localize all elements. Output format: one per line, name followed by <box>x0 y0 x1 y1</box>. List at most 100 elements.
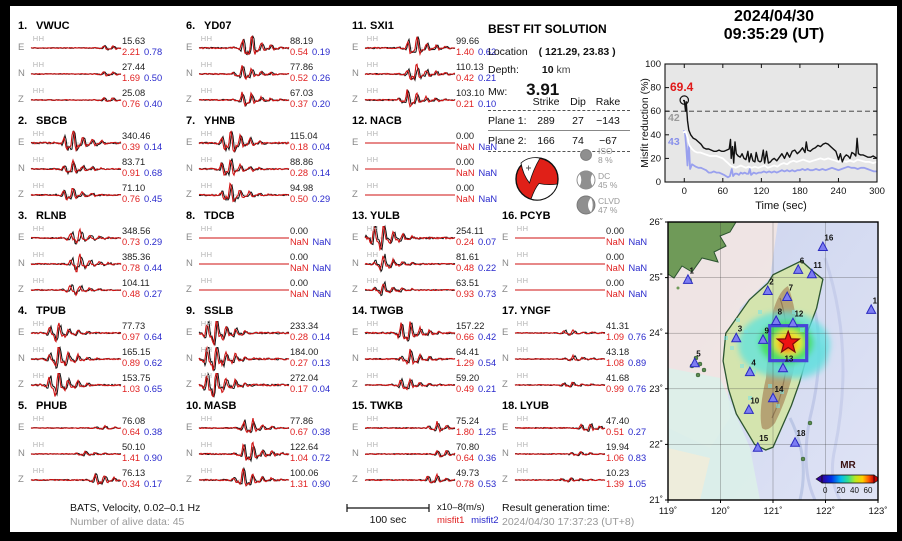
station-header: 15. TWKB <box>352 400 502 414</box>
map-lat-label: 21˚ <box>649 495 663 506</box>
map-station-number: 18 <box>797 429 806 438</box>
band-code-label: HH <box>200 371 213 380</box>
waveform-row-SSLB-E: E HH 233.34 0.28 0.14 <box>186 319 336 347</box>
waveform-row-SXI1-Z: Z HH 103.10 0.21 0.10 <box>352 86 502 112</box>
band-code-label: HH <box>200 414 213 423</box>
station-header: 1. VWUC <box>18 20 168 34</box>
map-lat-label: 23˚ <box>649 384 663 395</box>
waveform-svg <box>364 142 455 144</box>
amplitude-value: 76.08 <box>121 416 146 426</box>
waveform-numbers: 63.51 0.93 0.73 <box>453 278 502 300</box>
waveform-numbers: 10.23 1.39 1.05 <box>603 468 652 490</box>
amplitude-value: 110.13 <box>455 62 484 72</box>
waveform-trace: HH <box>30 414 121 440</box>
waveform-trace: HH <box>30 466 121 492</box>
amplitude-value: 0.00 <box>455 183 475 193</box>
misfit1-legend-label: misfit1 <box>437 515 465 526</box>
waveform-row-PCYB-E: E HH 0.00 NaN NaN <box>502 224 652 250</box>
station-code: YD07 <box>204 20 232 32</box>
map-station-triangle-2 <box>762 284 774 295</box>
table-header-rake: Rake <box>595 96 621 108</box>
map-station-number: 12 <box>794 310 803 319</box>
misfit2-value: 0.14 <box>312 332 331 342</box>
chart-annotation: 69.4 <box>670 80 694 94</box>
waveform-row-PCYB-N: N HH 0.00 NaN NaN <box>502 250 652 276</box>
waveform-row-NACB-Z: Z HH 0.00 NaN NaN <box>352 181 502 207</box>
misfit2-value: 0.19 <box>312 47 331 57</box>
waveform-svg <box>514 263 605 265</box>
station-header: 11. SXI1 <box>352 20 502 34</box>
waveform-row-TWKB-Z: Z HH 49.73 0.78 0.53 <box>352 466 502 492</box>
misfit2-value: 0.54 <box>478 358 497 368</box>
misfit1-value: 0.49 <box>455 384 475 394</box>
misfit2-value: 0.78 <box>144 47 163 57</box>
map-station-triangle-17 <box>865 303 877 314</box>
misfit2-value: 0.90 <box>312 479 331 489</box>
amplitude-value: 63.51 <box>455 278 480 288</box>
channel-letter: N <box>18 162 25 174</box>
waveform-svg <box>364 194 455 196</box>
band-code-label: HH <box>516 466 529 475</box>
misfit2-value: 0.22 <box>478 263 497 273</box>
waveform-svg <box>514 328 605 337</box>
band-code-label: HH <box>200 250 213 259</box>
waveform-numbers: 103.10 0.21 0.10 <box>453 88 502 110</box>
channel-letter: Z <box>18 283 24 295</box>
band-code-label: HH <box>366 181 379 190</box>
amplitude-value: 385.36 <box>121 252 151 262</box>
band-code-label: HH <box>200 466 213 475</box>
waveform-svg <box>198 237 289 239</box>
y-tick-label: 80 <box>650 83 661 94</box>
misfit1-value: NaN <box>289 289 309 299</box>
channel-letter: N <box>352 257 359 269</box>
amplitude-value: 77.86 <box>289 62 314 72</box>
channel-letter: N <box>502 447 509 459</box>
band-code-label: HH <box>32 371 45 380</box>
waveform-trace: HH <box>364 371 455 397</box>
band-code-label: HH <box>200 34 213 43</box>
band-code-label: HH <box>200 129 213 138</box>
waveform-numbers: 165.15 0.89 0.62 <box>119 347 168 369</box>
waveform-trace: HH <box>198 60 289 86</box>
misfit2-value: 0.27 <box>144 289 163 299</box>
waveform-svg <box>30 283 121 297</box>
waveform-row-NACB-N: N HH 0.00 NaN NaN <box>352 155 502 181</box>
waveform-trace: HH <box>30 440 121 466</box>
waveform-numbers: 94.98 0.50 0.29 <box>287 183 336 205</box>
misfit1-value: 1.40 <box>455 47 475 57</box>
waveform-row-RLNB-Z: Z HH 104.11 0.48 0.27 <box>18 276 168 302</box>
channel-letter: Z <box>18 378 24 390</box>
waveform-numbers: 272.04 0.17 0.04 <box>287 373 336 395</box>
waveform-trace: HH <box>364 224 455 252</box>
x-axis-label: Time (sec) <box>755 200 807 212</box>
channel-letter: Z <box>352 93 358 105</box>
channel-letter: N <box>186 67 193 79</box>
clvd-glyph-icon <box>576 195 596 215</box>
misfit1-value: 0.78 <box>121 263 141 273</box>
waveform-numbers: 83.71 0.91 0.68 <box>119 157 168 179</box>
table-header-strike: Strike <box>532 96 560 108</box>
misfit1-value: NaN <box>455 142 475 152</box>
waveform-numbers: 110.13 0.42 0.21 <box>453 62 502 84</box>
waveform-trace: HH <box>198 440 290 466</box>
misfit2-value: 0.17 <box>144 479 163 489</box>
misfit2-value: NaN <box>478 194 498 204</box>
waveform-row-VWUC-Z: Z HH 25.08 0.76 0.40 <box>18 86 168 112</box>
waveform-svg <box>198 417 289 434</box>
misfit-reduction-chart: 0 20 40 60 80 100 0 60 120 180 240 300 69.4 42 43 Misfi… <box>639 55 902 220</box>
waveform-numbers: 0.00 NaN NaN <box>287 226 336 248</box>
misfit1-value: 2.21 <box>121 47 141 57</box>
channel-letter: E <box>502 231 509 243</box>
misfit2-value: NaN <box>312 289 332 299</box>
y-axis-label: Misfit reduction (%) <box>640 78 651 168</box>
misfit1-value: 0.67 <box>289 427 309 437</box>
solution-title: BEST FIT SOLUTION <box>488 22 607 36</box>
map-station-number: 7 <box>789 284 794 293</box>
band-code-label: HH <box>516 250 529 259</box>
waveform-row-TWKB-E: E HH 75.24 1.80 1.25 <box>352 414 502 440</box>
channel-letter: E <box>352 41 359 53</box>
time-scalebar <box>346 504 430 512</box>
channel-letter: Z <box>186 283 192 295</box>
misfit1-value: NaN <box>605 289 625 299</box>
misfit2-value: 0.10 <box>478 99 497 109</box>
